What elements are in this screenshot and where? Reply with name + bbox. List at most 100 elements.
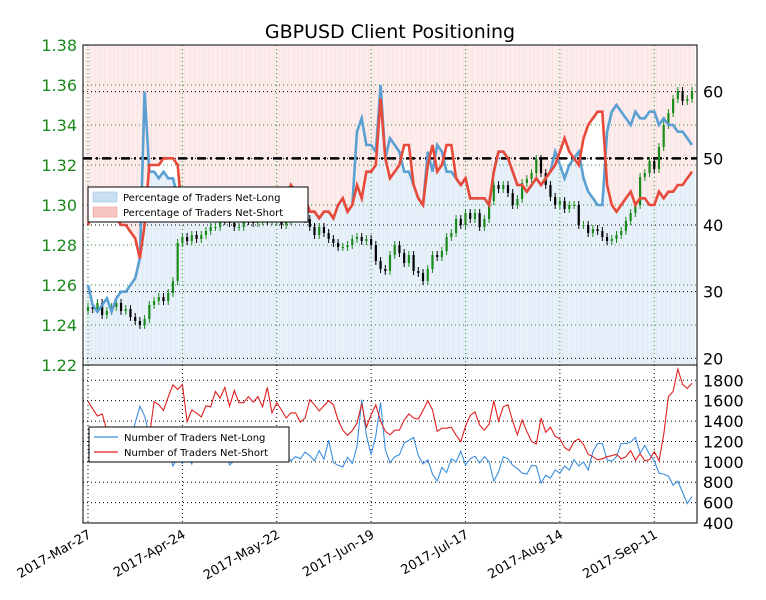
net-short-area bbox=[335, 45, 341, 206]
net-short-area bbox=[500, 45, 507, 152]
candle-body bbox=[615, 235, 618, 239]
net-long-area bbox=[302, 198, 308, 365]
net-short-area bbox=[260, 45, 266, 206]
candle-body bbox=[384, 269, 387, 271]
candle-body bbox=[478, 213, 481, 227]
candle-body bbox=[530, 173, 533, 179]
count-tick-label: 800 bbox=[703, 473, 734, 492]
count-tick-label: 1400 bbox=[703, 412, 744, 431]
candle-body bbox=[681, 91, 684, 101]
net-long-area bbox=[396, 151, 403, 365]
pct-tick-label: 60 bbox=[703, 83, 723, 102]
net-long-area bbox=[538, 184, 544, 365]
net-short-area bbox=[670, 45, 676, 192]
candle-body bbox=[450, 233, 453, 237]
candle-body bbox=[327, 233, 330, 239]
candle-body bbox=[502, 185, 505, 189]
net-long-area bbox=[264, 211, 271, 365]
net-short-area bbox=[524, 45, 530, 192]
net-short-area bbox=[562, 45, 568, 139]
candle-body bbox=[605, 237, 609, 241]
candle-body bbox=[497, 185, 500, 189]
date-tick-label: 2017-Jun-19 bbox=[300, 527, 377, 580]
candle-body bbox=[204, 231, 208, 235]
net-short-area bbox=[448, 45, 455, 146]
candle-body bbox=[610, 239, 613, 241]
candle-body bbox=[86, 307, 90, 311]
candle-body bbox=[96, 303, 99, 309]
net-long-area bbox=[514, 184, 521, 365]
net-short-area bbox=[689, 45, 695, 172]
net-short-area bbox=[217, 45, 223, 206]
net-long-area bbox=[448, 171, 455, 365]
candle-body bbox=[237, 227, 241, 228]
candle-body bbox=[426, 269, 429, 281]
net-short-area bbox=[297, 45, 304, 199]
candle-body bbox=[176, 243, 179, 281]
candle-body bbox=[407, 255, 410, 263]
net-short-area bbox=[477, 45, 483, 199]
candle-body bbox=[459, 219, 462, 225]
pct-tick-label: 40 bbox=[703, 216, 723, 235]
candle-body bbox=[115, 303, 118, 307]
net-long-area bbox=[590, 198, 596, 365]
candle-body bbox=[318, 227, 321, 235]
net-long-area bbox=[382, 158, 389, 365]
candle-body bbox=[341, 247, 344, 248]
candle-body bbox=[157, 297, 160, 301]
net-long-area bbox=[524, 191, 530, 365]
net-long-area bbox=[472, 198, 478, 365]
candle-body bbox=[511, 193, 514, 205]
net-short-swatch bbox=[92, 206, 118, 218]
candle-body bbox=[124, 309, 127, 311]
net-long-area bbox=[580, 178, 587, 365]
net-long-area bbox=[335, 204, 341, 365]
date-tick-label: 2017-Aug-14 bbox=[486, 527, 566, 582]
net-short-area bbox=[491, 45, 497, 172]
net-long-area bbox=[340, 198, 346, 365]
candle-body bbox=[634, 205, 637, 213]
date-tick-label: 2017-Mar-27 bbox=[15, 527, 94, 581]
candle-body bbox=[403, 253, 406, 263]
net-short-area bbox=[311, 45, 318, 212]
candle-body bbox=[360, 237, 363, 241]
candle-body bbox=[643, 173, 646, 177]
net-short-area bbox=[585, 45, 592, 126]
net-short-area bbox=[595, 45, 601, 112]
net-short-area bbox=[396, 45, 403, 166]
net-short-area bbox=[401, 45, 408, 146]
net-short-area bbox=[519, 45, 525, 186]
candle-body bbox=[436, 255, 439, 257]
net-short-area bbox=[514, 45, 521, 186]
candle-body bbox=[591, 229, 595, 233]
net-short-area bbox=[363, 45, 370, 172]
net-short-area bbox=[368, 45, 374, 172]
net-short-area bbox=[156, 45, 162, 166]
net-long-area bbox=[406, 171, 412, 365]
candle-body bbox=[421, 273, 425, 281]
candle-body bbox=[336, 243, 340, 247]
legend-label: Percentage of Traders Net-Long bbox=[123, 193, 281, 204]
bottom-panel-frame bbox=[82, 364, 698, 524]
net-short-area bbox=[415, 45, 422, 199]
candle-body bbox=[563, 201, 566, 209]
candle-body bbox=[417, 271, 420, 273]
candle-body bbox=[162, 297, 165, 301]
price-tick-label: 1.38 bbox=[41, 36, 77, 55]
candle-body bbox=[167, 293, 170, 301]
net-long-area bbox=[344, 211, 351, 365]
candle-body bbox=[535, 159, 538, 173]
candle-body bbox=[469, 213, 472, 219]
net-short-area bbox=[547, 45, 554, 172]
net-short-area bbox=[245, 45, 252, 199]
candle-body bbox=[379, 261, 382, 269]
price-tick-label: 1.36 bbox=[41, 76, 77, 95]
candle-body bbox=[572, 205, 576, 206]
net-long-area bbox=[529, 184, 535, 365]
candle-body bbox=[181, 237, 184, 243]
candle-body bbox=[431, 255, 434, 269]
price-tick-label: 1.24 bbox=[41, 316, 77, 335]
candle-body bbox=[393, 245, 396, 255]
